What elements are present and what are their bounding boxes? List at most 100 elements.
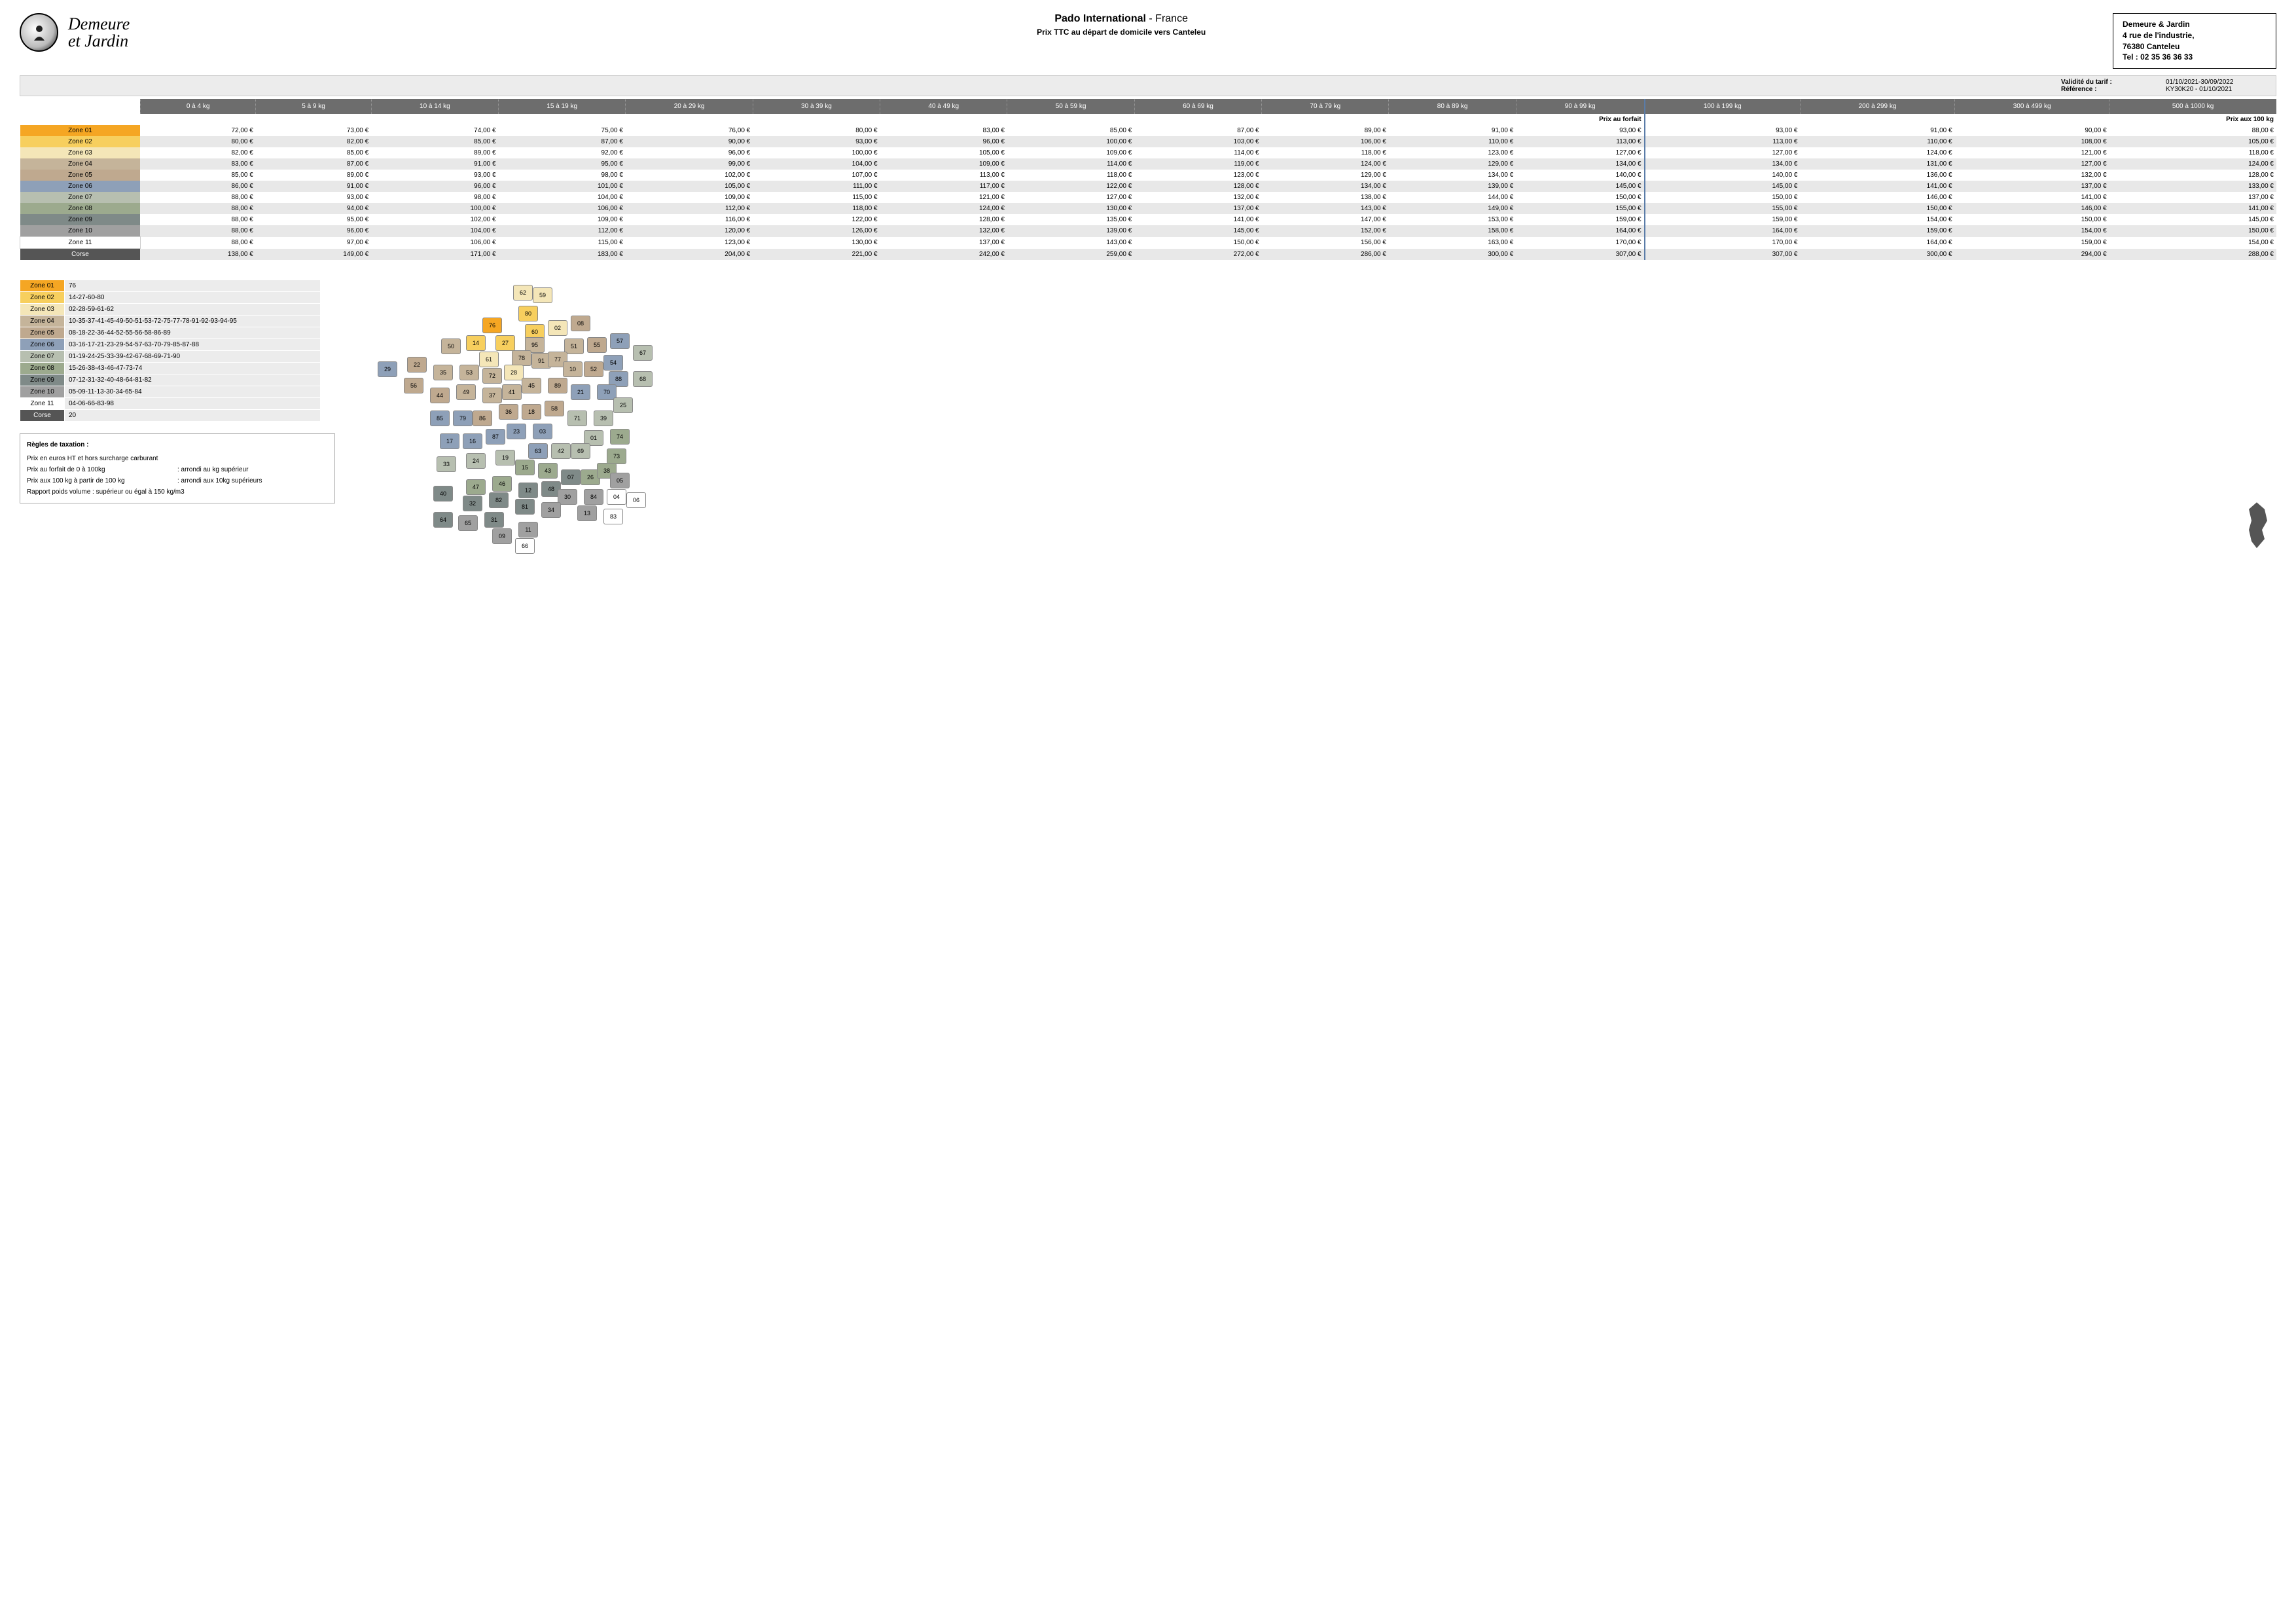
brand-name: Demeure et Jardin xyxy=(68,16,130,50)
col-header: 90 à 99 kg xyxy=(1516,99,1644,114)
sub-header-right: Prix aux 100 kg xyxy=(1645,114,2276,125)
dept-row: Zone 1104-06-66-83-98 xyxy=(20,398,321,410)
country-name: France xyxy=(1155,13,1188,24)
price-cell: 128,00 € xyxy=(880,214,1007,225)
rules-box: Règles de taxation : Prix en euros HT et… xyxy=(20,433,335,503)
map-dept: 47 xyxy=(466,479,486,495)
price-table-header: 0 à 4 kg5 à 9 kg10 à 14 kg15 à 19 kg20 à… xyxy=(20,99,2277,125)
price-cell: 140,00 € xyxy=(1645,170,1801,181)
price-cell: 123,00 € xyxy=(1389,147,1516,158)
map-dept: 55 xyxy=(587,337,607,353)
map-dept: 40 xyxy=(433,486,453,501)
map-dept: 80 xyxy=(518,306,538,321)
price-cell: 134,00 € xyxy=(1389,170,1516,181)
price-cell: 132,00 € xyxy=(1134,192,1261,203)
col-header: 80 à 89 kg xyxy=(1389,99,1516,114)
price-cell: 106,00 € xyxy=(499,203,626,214)
price-cell: 242,00 € xyxy=(880,249,1007,261)
map-dept: 68 xyxy=(633,371,653,387)
validity-label: Validité du tarif : xyxy=(2061,79,2140,86)
price-cell: 90,00 € xyxy=(626,136,753,147)
doc-title: Pado International - France xyxy=(130,13,2113,25)
price-table-body: Zone 0172,00 €73,00 €74,00 €75,00 €76,00… xyxy=(20,125,2277,260)
price-cell: 152,00 € xyxy=(1262,225,1389,237)
price-cell: 115,00 € xyxy=(753,192,880,203)
price-cell: 109,00 € xyxy=(499,214,626,225)
map-dept: 28 xyxy=(504,365,524,380)
price-cell: 144,00 € xyxy=(1389,192,1516,203)
price-cell: 105,00 € xyxy=(626,181,753,192)
price-cell: 183,00 € xyxy=(499,249,626,261)
price-cell: 128,00 € xyxy=(2109,170,2276,181)
price-cell: 129,00 € xyxy=(1262,170,1389,181)
price-cell: 141,00 € xyxy=(1801,181,1955,192)
price-cell: 96,00 € xyxy=(880,136,1007,147)
dept-zone-cell: Zone 10 xyxy=(20,386,65,398)
price-cell: 124,00 € xyxy=(1262,158,1389,170)
map-dept: 09 xyxy=(492,528,512,544)
price-cell: 106,00 € xyxy=(371,237,498,249)
price-cell: 272,00 € xyxy=(1134,249,1261,261)
price-cell: 221,00 € xyxy=(753,249,880,261)
price-cell: 123,00 € xyxy=(626,237,753,249)
map-dept: 15 xyxy=(515,460,535,475)
rules-heading: Règles de taxation : xyxy=(27,439,328,450)
map-dept: 69 xyxy=(571,443,590,459)
price-cell: 138,00 € xyxy=(140,249,255,261)
price-cell: 105,00 € xyxy=(880,147,1007,158)
price-cell: 85,00 € xyxy=(1007,125,1134,136)
price-cell: 259,00 € xyxy=(1007,249,1134,261)
price-cell: 96,00 € xyxy=(256,225,371,237)
price-cell: 112,00 € xyxy=(626,203,753,214)
map-dept: 85 xyxy=(430,410,450,426)
price-cell: 96,00 € xyxy=(371,181,498,192)
dept-row: Zone 0508-18-22-36-44-52-55-56-58-86-89 xyxy=(20,327,321,339)
price-cell: 164,00 € xyxy=(1801,237,1955,249)
price-cell: 140,00 € xyxy=(1516,170,1644,181)
map-dept: 31 xyxy=(484,512,504,528)
price-cell: 88,00 € xyxy=(140,214,255,225)
map-dept: 87 xyxy=(486,429,505,445)
price-cell: 83,00 € xyxy=(880,125,1007,136)
price-cell: 122,00 € xyxy=(753,214,880,225)
price-cell: 159,00 € xyxy=(1955,237,2109,249)
price-cell: 100,00 € xyxy=(1007,136,1134,147)
price-cell: 170,00 € xyxy=(1645,237,1801,249)
map-dept: 58 xyxy=(545,401,564,416)
sub-header-left: Prix au forfait xyxy=(140,114,1644,125)
zone-cell: Zone 01 xyxy=(20,125,141,136)
map-dept: 43 xyxy=(538,463,558,479)
dept-zone-cell: Zone 11 xyxy=(20,398,65,410)
price-cell: 294,00 € xyxy=(1955,249,2109,261)
price-cell: 150,00 € xyxy=(2109,225,2276,237)
price-row: Zone 0888,00 €94,00 €100,00 €106,00 €112… xyxy=(20,203,2277,214)
price-cell: 82,00 € xyxy=(256,136,371,147)
map-dept: 78 xyxy=(512,350,531,366)
dept-zone-cell: Zone 07 xyxy=(20,351,65,363)
price-cell: 83,00 € xyxy=(140,158,255,170)
price-row: Zone 0172,00 €73,00 €74,00 €75,00 €76,00… xyxy=(20,125,2277,136)
price-cell: 134,00 € xyxy=(1645,158,1801,170)
price-cell: 102,00 € xyxy=(371,214,498,225)
brand-block: Demeure et Jardin xyxy=(20,13,130,52)
ship-city: 76380 Canteleu xyxy=(2123,41,2267,52)
price-cell: 286,00 € xyxy=(1262,249,1389,261)
price-cell: 104,00 € xyxy=(753,158,880,170)
price-cell: 86,00 € xyxy=(140,181,255,192)
price-cell: 74,00 € xyxy=(371,125,498,136)
map-dept: 02 xyxy=(548,320,567,336)
zone-cell: Zone 04 xyxy=(20,158,141,170)
price-row: Zone 0483,00 €87,00 €91,00 €95,00 €99,00… xyxy=(20,158,2277,170)
map-dept: 73 xyxy=(607,448,626,464)
dept-row: Zone 0410-35-37-41-45-49-50-51-53-72-75-… xyxy=(20,316,321,327)
doc-subtitle: Prix TTC au départ de domicile vers Cant… xyxy=(130,27,2113,37)
map-dept: 14 xyxy=(466,335,486,351)
price-cell: 93,00 € xyxy=(1645,125,1801,136)
price-cell: 110,00 € xyxy=(1801,136,1955,147)
price-cell: 164,00 € xyxy=(1645,225,1801,237)
rules-r3r: : arrondi aux 10kg supérieurs xyxy=(177,475,262,486)
map-dept: 21 xyxy=(571,384,590,400)
rules-r2l: Prix au forfait de 0 à 100kg xyxy=(27,464,177,475)
map-dept: 17 xyxy=(440,433,459,449)
zone-cell: Zone 05 xyxy=(20,170,141,181)
